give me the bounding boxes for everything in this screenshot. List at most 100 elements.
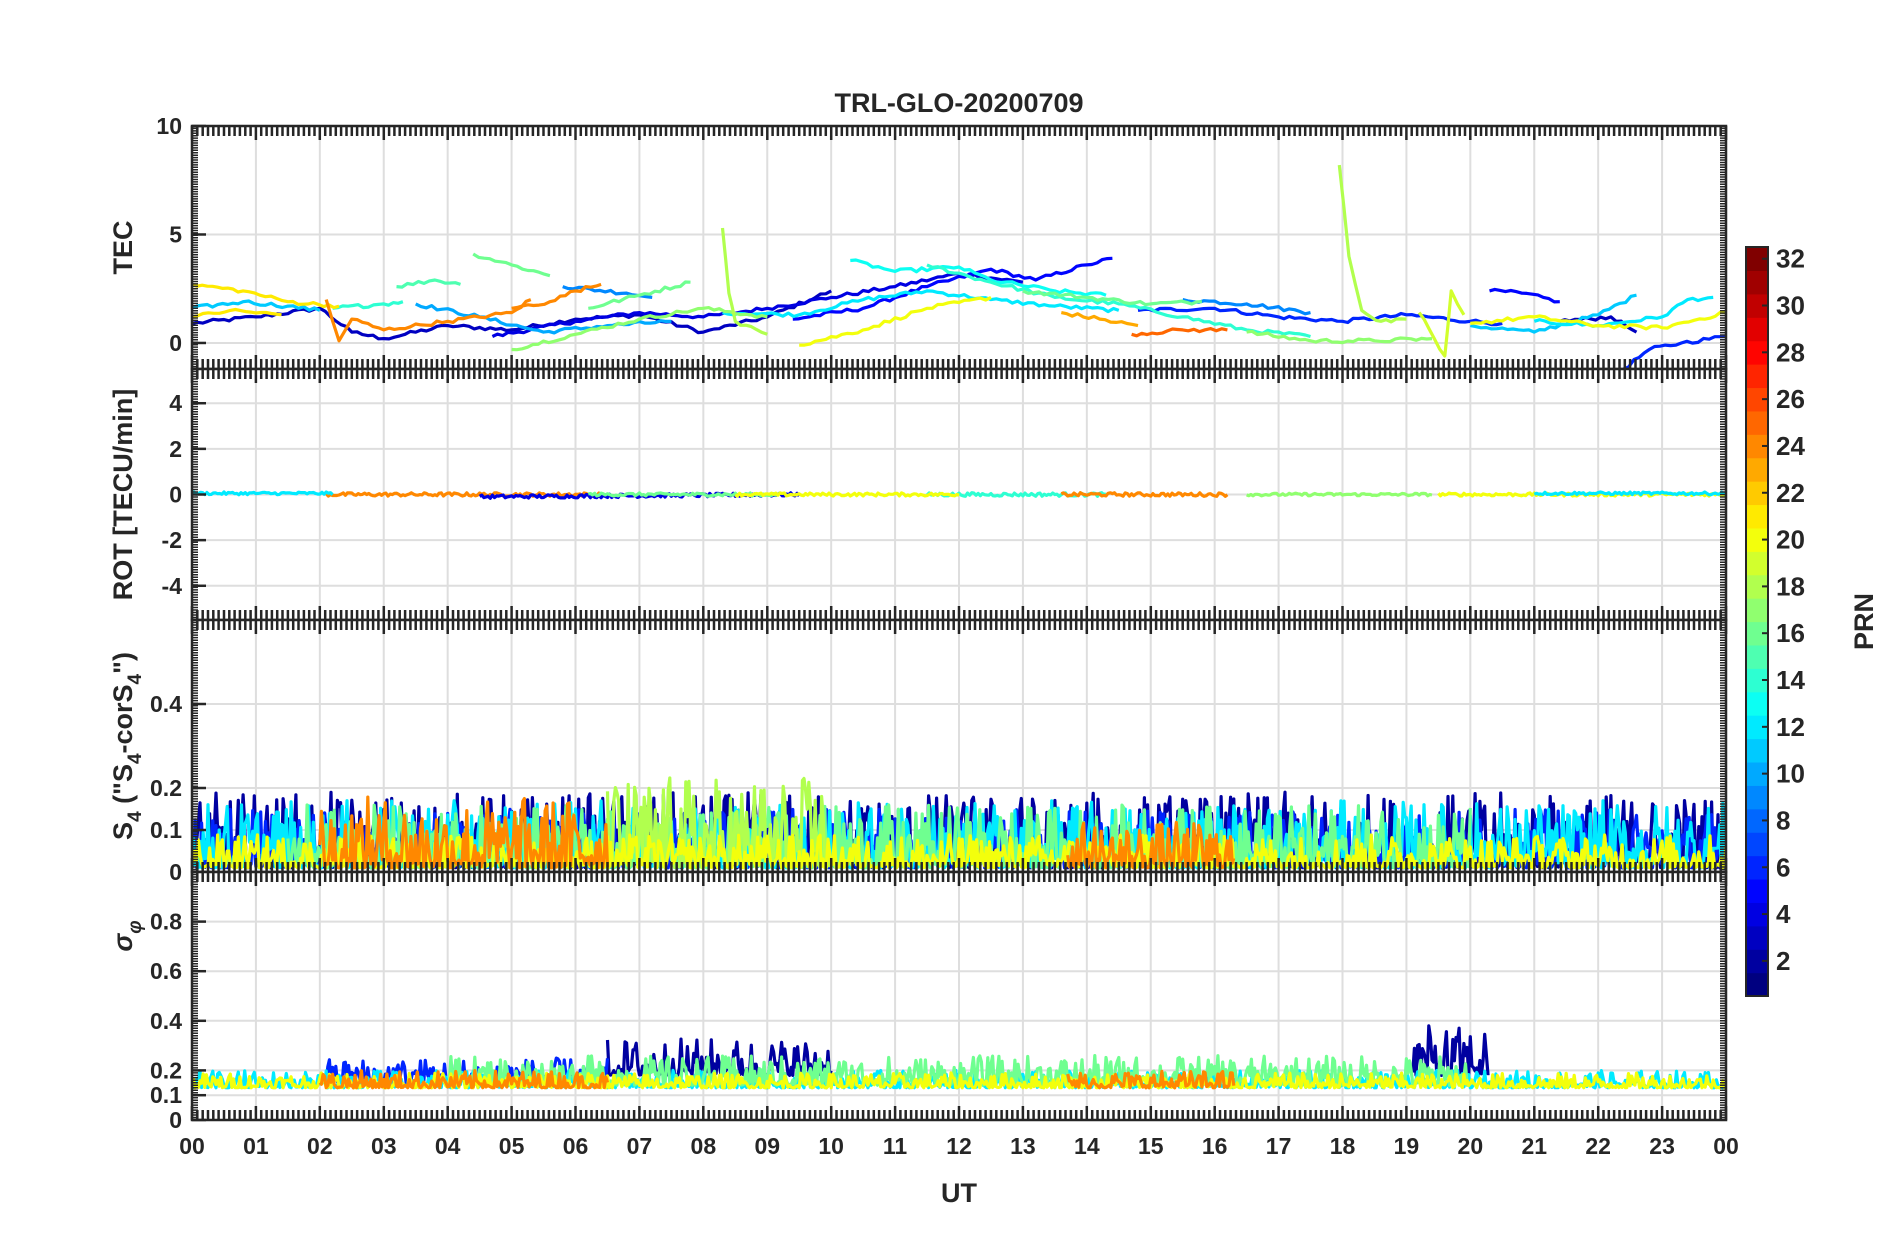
- xtick-12: 12: [946, 1133, 972, 1159]
- series-tec-prn-12-12: [722, 289, 1120, 319]
- colorbar-band: [1746, 878, 1768, 903]
- colorbar-band: [1746, 972, 1768, 997]
- xtick-16: 16: [1202, 1133, 1228, 1159]
- series-s4-prn-24-6: [318, 795, 610, 870]
- series-tec-prn-5-4: [1489, 287, 1560, 304]
- panel-tec: 0 5 10 TEC: [108, 113, 1728, 371]
- colorbar-tick-30: 30: [1776, 291, 1805, 321]
- colorbar-band: [1746, 504, 1768, 529]
- colorbar-tick-6: 6: [1776, 852, 1790, 882]
- colorbar-band: [1746, 949, 1768, 974]
- colorbar-band: [1746, 410, 1768, 435]
- ytick-rot-1: -2: [162, 527, 182, 553]
- series-tec-prn-5-2: [792, 256, 1113, 321]
- ytick-tec-1: 5: [169, 221, 182, 247]
- colorbar-band: [1746, 902, 1768, 927]
- colorbar-tick-10: 10: [1776, 759, 1805, 789]
- series-tec-prn-14-16: [332, 300, 404, 310]
- series-rot-prn-17-7: [1246, 491, 1433, 498]
- series-tec-prn-25-33: [1131, 327, 1228, 338]
- series-tec-prn-18-24: [1337, 164, 1407, 324]
- series-rot-prn-12-9: [1533, 490, 1726, 497]
- xtick-10: 10: [818, 1133, 844, 1159]
- colorbar-band: [1746, 364, 1768, 389]
- series-rot-prn-24-5: [1060, 491, 1229, 498]
- xtick-6: 06: [563, 1133, 589, 1159]
- xtick-9: 09: [754, 1133, 780, 1159]
- series-sigma-prn-24-6: [318, 1069, 610, 1090]
- ytick-s4-1: 0.1: [150, 817, 182, 843]
- series-tec-prn-19-25: [1417, 289, 1466, 358]
- colorbar-band: [1746, 621, 1768, 646]
- xtick-23: 23: [1649, 1133, 1675, 1159]
- panel-tec-data: [192, 164, 1726, 369]
- colorbar-band: [1746, 293, 1768, 318]
- colorbar-band: [1746, 270, 1768, 295]
- xtick-3: 03: [371, 1133, 397, 1159]
- ytick-tec-0: 0: [169, 330, 182, 356]
- colorbar-band: [1746, 925, 1768, 950]
- ytick-s4-0: 0: [169, 859, 182, 885]
- series-tec-prn-10-9: [414, 302, 672, 335]
- series-tec-prn-11-10: [192, 299, 321, 312]
- series-tec-prn-18-23: [720, 227, 768, 336]
- series-tec-prn-16-20: [1022, 289, 1202, 307]
- chart-title: TRL-GLO-20200709: [834, 88, 1083, 118]
- xtick-15: 15: [1138, 1133, 1164, 1159]
- xtick-18: 18: [1330, 1133, 1356, 1159]
- ytick-sigma-5: 0.8: [150, 909, 182, 935]
- xtick-22: 22: [1585, 1133, 1611, 1159]
- series-tec-prn-16-19: [588, 280, 691, 310]
- colorbar-tick-8: 8: [1776, 805, 1790, 835]
- xtick-19: 19: [1394, 1133, 1420, 1159]
- ylabel-tec: TEC: [108, 221, 138, 275]
- colorbar-band: [1746, 691, 1768, 716]
- series-tec-prn-17-22: [1246, 329, 1433, 345]
- series-tec-prn-21-28: [192, 282, 340, 310]
- ylabel-sigma: σφ: [108, 920, 146, 951]
- ytick-rot-2: 0: [169, 482, 182, 508]
- colorbar-tick-26: 26: [1776, 384, 1805, 414]
- xtick-2: 02: [307, 1133, 333, 1159]
- xtick-7: 07: [627, 1133, 653, 1159]
- series-sigma-prn-24-7: [1066, 1069, 1236, 1090]
- xtick-20: 20: [1458, 1133, 1484, 1159]
- colorbar-band: [1746, 317, 1768, 342]
- series-tec-prn-17-21: [511, 306, 768, 352]
- series-tec-prn-12-13: [1533, 295, 1714, 328]
- xtick-5: 05: [499, 1133, 525, 1159]
- colorbar-band: [1746, 457, 1768, 482]
- colorbar-tick-28: 28: [1776, 337, 1805, 367]
- ylabel-s4: S4 ("S4-corS4"): [108, 652, 146, 840]
- series-s4-prn-18-4: [605, 776, 833, 870]
- xtick-0: 00: [179, 1133, 205, 1159]
- ytick-rot-3: 2: [169, 436, 182, 462]
- colorbar-tick-18: 18: [1776, 571, 1805, 601]
- colorbar-band: [1746, 481, 1768, 506]
- series-rot-prn-12-2: [192, 490, 334, 497]
- colorbar-band: [1746, 785, 1768, 810]
- ytick-s4-3: 0.4: [150, 691, 182, 717]
- colorbar-tick-16: 16: [1776, 618, 1805, 648]
- series-tec-prn-20-26: [799, 295, 992, 347]
- colorbar-band: [1746, 832, 1768, 857]
- colorbar-tick-4: 4: [1776, 899, 1791, 929]
- ytick-sigma-4: 0.6: [150, 958, 182, 984]
- xtick-1: 01: [243, 1133, 269, 1159]
- series-tec-prn-16-18: [472, 252, 551, 278]
- colorbar-tick-14: 14: [1776, 665, 1805, 695]
- ytick-s4-2: 0.2: [150, 775, 182, 801]
- xtick-8: 08: [691, 1133, 717, 1159]
- xtick-21: 21: [1521, 1133, 1547, 1159]
- series-tec-prn-11-11: [1470, 293, 1637, 334]
- series-s4-prn-24-7: [1066, 820, 1236, 870]
- panel-sigma-data: [192, 1024, 1726, 1090]
- colorbar-band: [1746, 434, 1768, 459]
- colorbar-label: PRN: [1849, 593, 1879, 650]
- colorbar-band: [1746, 247, 1768, 272]
- colorbar-tick-32: 32: [1776, 244, 1805, 274]
- series-tec-prn-23-30: [1060, 311, 1139, 328]
